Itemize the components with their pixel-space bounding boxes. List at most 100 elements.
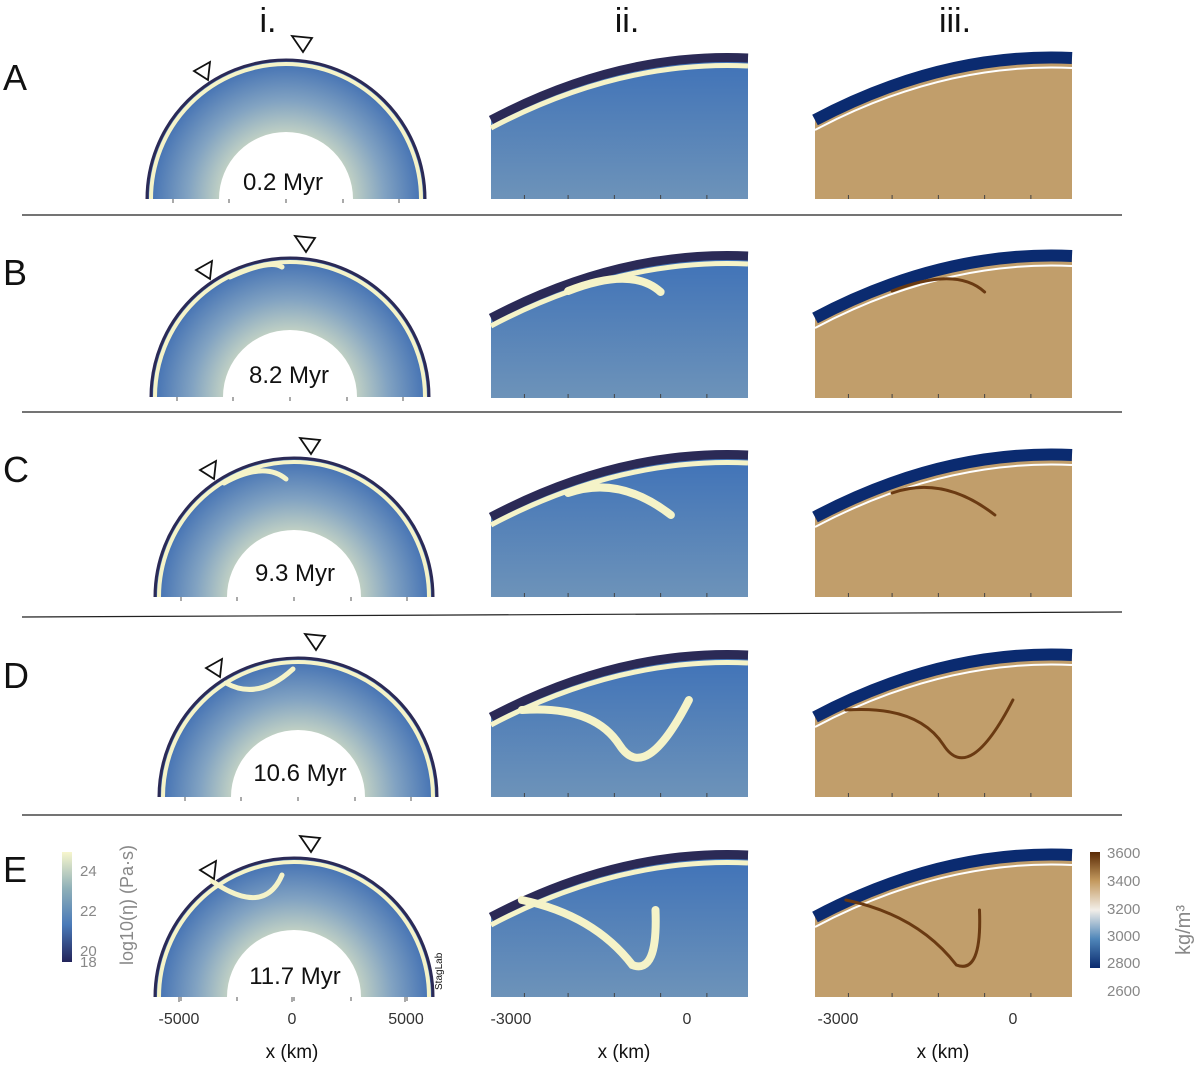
viscosity-zoom-panels — [488, 53, 749, 997]
density-zoom-panel — [812, 249, 1073, 398]
lithosphere-rim — [161, 660, 435, 798]
viscosity-colorbar-gradient — [62, 852, 72, 962]
density-zoom-panel — [812, 51, 1073, 199]
ridge-marker-icon — [303, 632, 327, 652]
density-tick: 3200 — [1107, 901, 1140, 918]
axis-ii-tick: 0 — [683, 1011, 692, 1028]
density-zoom-panel — [812, 648, 1073, 797]
axis-ii-xlabel: x (km) — [598, 1042, 651, 1063]
viscosity-colorbar-label: log10(η) (Pa·s) — [117, 845, 137, 965]
axis-i-tick: 0 — [288, 1011, 297, 1028]
density-colorbar: 3600 3400 3200 3000 2800 2600 kg/m³ — [1090, 845, 1195, 1000]
trench-marker-icon — [194, 259, 214, 281]
lithosphere-rim — [153, 260, 427, 398]
slab — [517, 696, 693, 762]
slab — [221, 468, 289, 486]
crust-layer — [812, 51, 1073, 126]
crust-layer — [812, 448, 1073, 523]
crust-layer — [812, 249, 1073, 324]
plate-layer — [814, 463, 1073, 528]
mantle-annulus — [154, 857, 434, 997]
ridge-marker-icon — [298, 436, 322, 456]
density-tick: 3600 — [1107, 845, 1140, 862]
trench-marker-icon — [192, 60, 212, 82]
ridge-marker-icon — [290, 34, 314, 54]
viscosity-colorbar: 24 22 20 18 log10(η) (Pa·s) — [62, 845, 137, 971]
density-tick: 2800 — [1107, 955, 1140, 972]
staglab-stamp: StagLab — [434, 952, 445, 990]
viscosity-zoom-panel — [488, 650, 749, 797]
annulus-panel — [153, 436, 435, 601]
density-tick: 3000 — [1107, 928, 1140, 945]
density-colorbar-gradient — [1090, 852, 1100, 968]
time-label-a: 0.2 Myr — [243, 169, 323, 196]
annulus-panel — [149, 234, 431, 401]
air-layer — [145, 58, 427, 200]
lithosphere-rim — [149, 62, 423, 200]
air-layer — [488, 251, 749, 322]
annulus-panel — [145, 34, 427, 203]
slice-body — [815, 454, 1072, 597]
mantle-annulus — [150, 257, 430, 397]
slice-body — [815, 854, 1072, 997]
row-label-b: B — [3, 252, 27, 293]
viscosity-zoom-panel — [488, 450, 749, 597]
plate-layer — [489, 460, 749, 528]
time-label-c: 9.3 Myr — [255, 560, 335, 587]
air-layer — [157, 656, 439, 798]
slab — [227, 262, 285, 280]
density-zoom-panels — [812, 51, 1073, 997]
column-label-ii: ii. — [615, 2, 640, 40]
slab — [564, 274, 665, 296]
time-label-e: 11.7 Myr — [249, 963, 341, 990]
slab — [517, 896, 660, 971]
mantle-annulus — [154, 457, 434, 597]
axis-iii-xlabel: x (km) — [917, 1042, 970, 1063]
plate-layer — [489, 63, 749, 131]
air-layer — [488, 650, 749, 721]
crust-layer — [812, 648, 1073, 723]
slice-body — [815, 57, 1072, 199]
mantle-annulus — [158, 657, 438, 797]
trench-marker-icon — [198, 459, 218, 481]
row-label-d: D — [3, 655, 29, 696]
plate-layer — [814, 863, 1073, 928]
slab — [844, 698, 1015, 760]
axis-i-tick: -5000 — [159, 1011, 200, 1028]
density-zoom-panel — [812, 448, 1073, 597]
plate-layer — [814, 66, 1073, 131]
density-tick: 2600 — [1107, 983, 1140, 1000]
viscosity-tick: 20 — [80, 943, 97, 960]
column-label-iii: iii. — [939, 2, 971, 40]
trench-marker-icon — [198, 859, 218, 881]
row-label-a: A — [3, 57, 27, 98]
annulus-panel — [153, 834, 435, 1002]
row-label-e: E — [3, 849, 27, 890]
slab — [209, 872, 285, 900]
air-layer — [488, 450, 749, 521]
axis-iii-tick: -3000 — [818, 1011, 859, 1028]
trench-marker-icon — [204, 657, 224, 679]
slab — [564, 483, 675, 519]
viscosity-tick: 18 — [80, 954, 97, 971]
axis-iii-tick: 0 — [1009, 1011, 1018, 1028]
lithosphere-rim — [157, 860, 431, 998]
viscosity-zoom-panel — [488, 850, 749, 997]
density-zoom-panel — [812, 848, 1073, 997]
column-label-i: i. — [260, 2, 277, 40]
slab — [223, 666, 296, 692]
slice-body — [815, 255, 1072, 398]
lithosphere-rim — [157, 460, 431, 598]
density-colorbar-label: kg/m³ — [1173, 905, 1195, 955]
plate-layer — [489, 860, 749, 928]
slab — [890, 485, 997, 517]
viscosity-zoom-panel — [488, 251, 749, 398]
air-layer — [153, 856, 435, 998]
slab — [890, 277, 987, 294]
mantle-annulus — [146, 59, 426, 199]
air-layer — [488, 53, 749, 124]
row-label-c: C — [3, 449, 29, 490]
air-layer — [149, 256, 431, 398]
viscosity-tick: 22 — [80, 903, 97, 920]
time-label-b: 8.2 Myr — [249, 362, 329, 389]
